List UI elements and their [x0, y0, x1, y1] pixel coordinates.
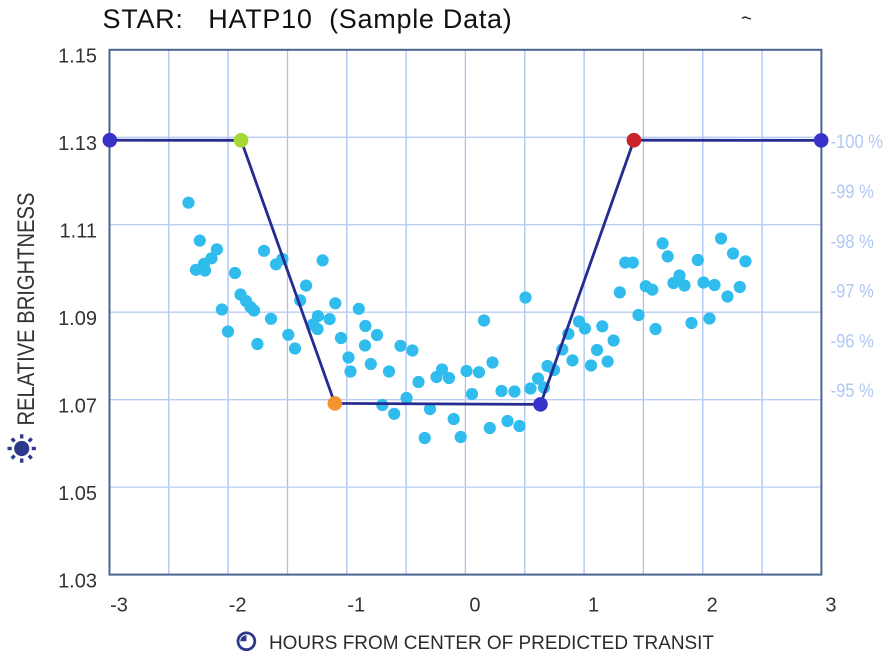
svg-text:1.11: 1.11: [60, 220, 97, 242]
svg-text:-96 %: -96 %: [831, 331, 874, 352]
svg-text:1.03: 1.03: [58, 570, 97, 592]
svg-text:1.07: 1.07: [58, 395, 97, 417]
svg-text:3: 3: [825, 594, 836, 616]
svg-text:-3: -3: [110, 594, 128, 616]
svg-text:1.15: 1.15: [58, 46, 97, 68]
svg-text:1.05: 1.05: [58, 483, 97, 505]
svg-text:RELATIVE BRIGHTNESS: RELATIVE BRIGHTNESS: [13, 193, 40, 426]
svg-text:-98 %: -98 %: [831, 232, 874, 253]
svg-text:STAR: HATP10 (Sample Data): STAR: HATP10 (Sample Data): [103, 4, 513, 34]
svg-text:0: 0: [469, 594, 480, 616]
svg-text:-2: -2: [229, 594, 247, 616]
svg-text:HOURS FROM CENTER OF PREDICTED: HOURS FROM CENTER OF PREDICTED TRANSIT: [269, 632, 714, 654]
svg-text:-99 %: -99 %: [831, 182, 874, 203]
svg-text:1.13: 1.13: [58, 133, 97, 155]
svg-text:-1: -1: [347, 594, 365, 616]
svg-text:-95 %: -95 %: [831, 381, 874, 402]
svg-text:-100 %: -100 %: [831, 132, 883, 153]
svg-text:1.09: 1.09: [58, 308, 97, 330]
svg-text:1: 1: [588, 594, 599, 616]
svg-text:2: 2: [707, 594, 718, 616]
svg-text:-97 %: -97 %: [831, 282, 874, 303]
